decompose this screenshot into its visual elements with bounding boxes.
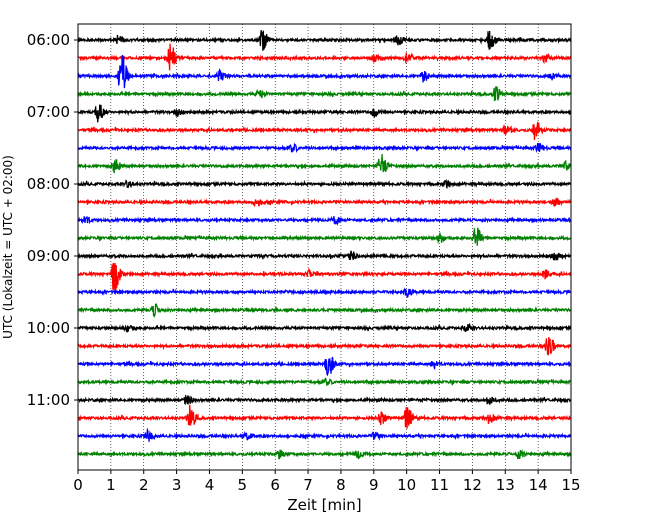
y-axis-label: UTC (Lokalzeit = UTC + 02:00)	[1, 155, 15, 339]
trace-0730	[77, 142, 572, 154]
x-tick-label: 0	[73, 476, 83, 494]
trace-1100	[77, 394, 572, 406]
trace-0745	[77, 154, 572, 174]
trace-group	[77, 30, 572, 460]
trace-1115	[77, 404, 572, 429]
trace-0800	[77, 178, 572, 189]
trace-0945	[77, 302, 572, 319]
x-tick-label: 10	[397, 476, 416, 494]
trace-0915	[77, 262, 572, 294]
x-tick-label: 2	[139, 476, 149, 494]
x-tick-label: 6	[270, 476, 280, 494]
x-tick-label: 1	[106, 476, 116, 494]
trace-1015	[77, 336, 572, 356]
x-tick-label: 12	[463, 476, 482, 494]
trace-1030	[77, 356, 572, 377]
trace-0645	[77, 86, 572, 102]
trace-0630	[77, 54, 572, 89]
trace-0845	[77, 227, 572, 246]
y-tick-label: 11:00	[27, 391, 70, 409]
trace-0615	[77, 43, 572, 71]
trace-0830	[77, 215, 572, 226]
trace-0715	[77, 121, 572, 141]
trace-1045	[77, 377, 571, 386]
x-tick-label: 14	[529, 476, 548, 494]
x-tick-label: 11	[430, 476, 449, 494]
trace-0600	[77, 30, 572, 51]
x-tick-label: 9	[369, 476, 379, 494]
x-tick-label: 3	[172, 476, 182, 494]
trace-0700	[77, 104, 572, 123]
trace-1000	[77, 322, 572, 333]
trace-1145	[77, 448, 572, 460]
y-axis-ticks: 06:00 07:00 08:00 09:00 10:00 11:00	[27, 31, 78, 409]
vertical-grid	[110, 24, 539, 470]
x-tick-label: 5	[238, 476, 248, 494]
y-tick-label: 08:00	[27, 175, 70, 193]
x-tick-label: 4	[205, 476, 215, 494]
x-axis-ticks: 0 1 2 3 4 5 6 7 8 9 10 11 12 13 14 15	[73, 470, 581, 494]
trace-0815	[77, 197, 572, 208]
plot-frame	[77, 23, 572, 471]
y-tick-label: 10:00	[27, 319, 70, 337]
y-tick-label: 07:00	[27, 103, 70, 121]
y-tick-label: 09:00	[27, 247, 70, 265]
trace-0930	[77, 287, 572, 298]
x-tick-label: 7	[303, 476, 313, 494]
x-tick-label: 8	[336, 476, 346, 494]
x-tick-label: 15	[561, 476, 580, 494]
x-tick-label: 13	[496, 476, 515, 494]
trace-1130	[77, 427, 572, 442]
x-axis-label: Zeit [min]	[287, 496, 361, 514]
y-tick-label: 06:00	[27, 31, 70, 49]
trace-0900	[77, 250, 572, 261]
